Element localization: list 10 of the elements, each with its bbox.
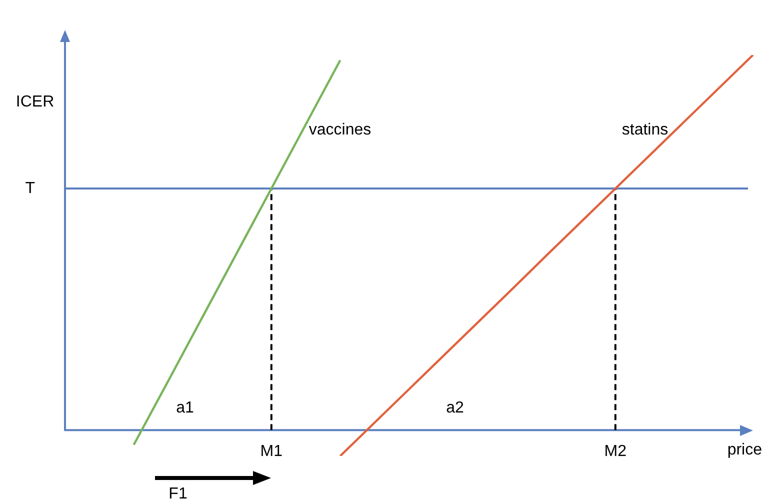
annotation: a1 bbox=[176, 399, 194, 416]
series-label: vaccines bbox=[308, 121, 372, 138]
ref-line-label: T bbox=[25, 180, 36, 197]
x-axis-title: price bbox=[727, 442, 762, 459]
y-axis-title: ICER bbox=[16, 93, 54, 110]
text: F1 bbox=[168, 485, 188, 502]
annotation: a2 bbox=[446, 399, 464, 416]
x-tick-label: M2 bbox=[604, 443, 627, 460]
series-label: statins bbox=[622, 121, 668, 138]
x-tick-label: M1 bbox=[260, 443, 283, 460]
